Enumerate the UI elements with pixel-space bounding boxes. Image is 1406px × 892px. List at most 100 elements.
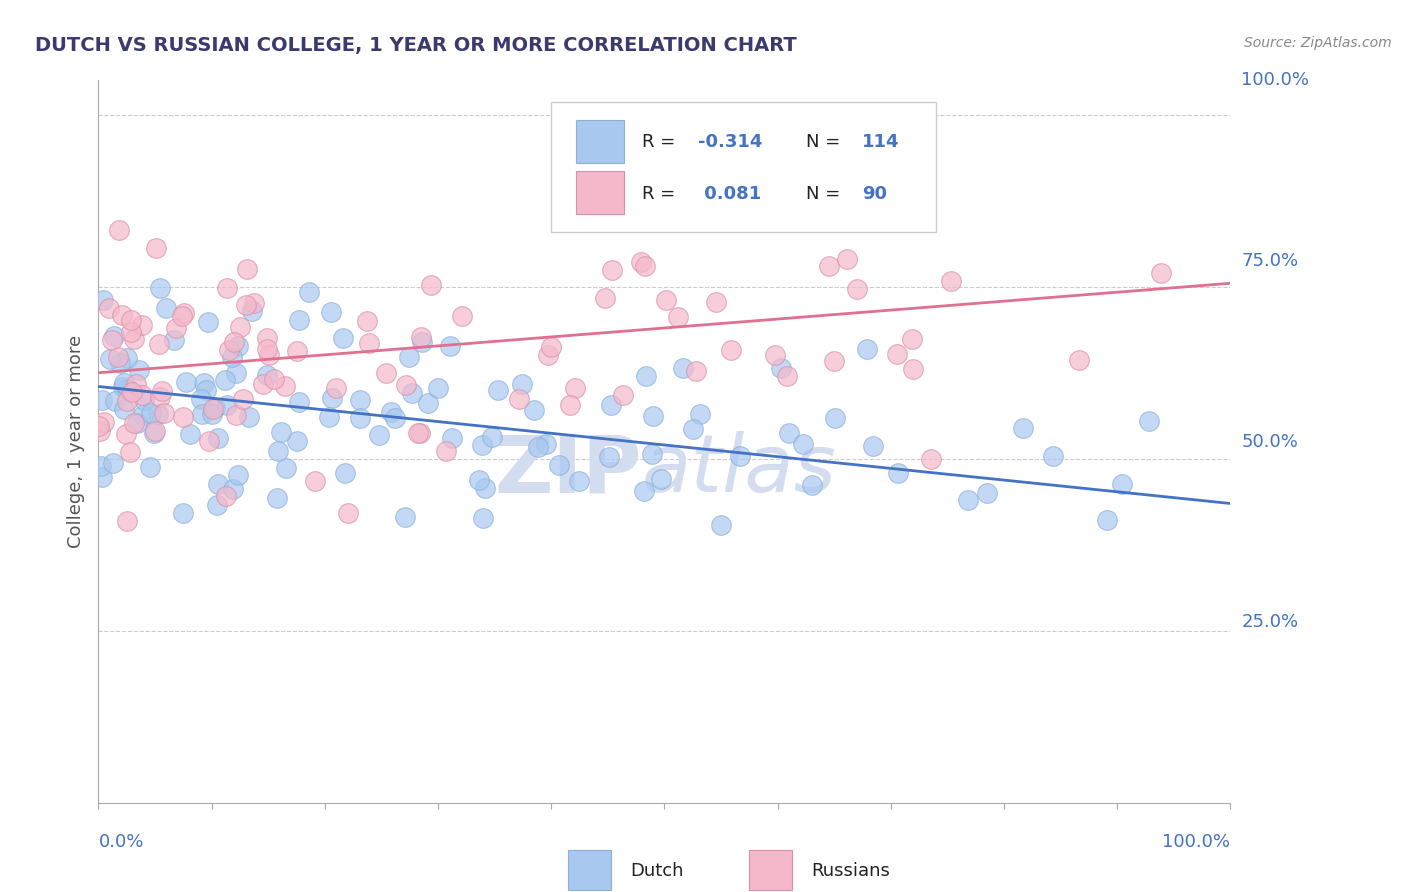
- Point: [111, 308, 134, 322]
- Point: [356, 313, 378, 327]
- Point: [419, 278, 441, 293]
- Text: -0.314: -0.314: [699, 133, 762, 151]
- Point: [91, 470, 114, 484]
- Point: [682, 421, 704, 435]
- Point: [232, 392, 254, 406]
- Point: [1150, 266, 1173, 280]
- Point: [728, 449, 751, 463]
- Point: [335, 466, 357, 480]
- Point: [225, 366, 247, 380]
- Point: [1067, 353, 1090, 368]
- Point: [90, 458, 112, 473]
- Point: [115, 383, 138, 397]
- Text: N =: N =: [806, 186, 846, 203]
- Point: [120, 326, 142, 340]
- Point: [222, 482, 245, 496]
- Point: [201, 407, 224, 421]
- Point: [139, 459, 162, 474]
- Point: [349, 393, 371, 408]
- Point: [411, 330, 433, 344]
- Point: [204, 401, 226, 415]
- Point: [769, 361, 792, 376]
- Point: [406, 425, 429, 440]
- Point: [887, 466, 910, 480]
- Point: [321, 305, 343, 319]
- Point: [150, 384, 173, 398]
- Point: [704, 295, 727, 310]
- Point: [846, 282, 869, 296]
- Point: [394, 509, 416, 524]
- Point: [612, 388, 634, 402]
- Point: [266, 491, 288, 505]
- Point: [901, 362, 924, 376]
- Point: [256, 368, 278, 382]
- Point: [526, 441, 548, 455]
- Point: [197, 315, 219, 329]
- Point: [274, 379, 297, 393]
- Point: [426, 381, 449, 395]
- Point: [920, 451, 942, 466]
- Point: [125, 377, 148, 392]
- Text: 100.0%: 100.0%: [1163, 833, 1230, 851]
- Point: [287, 344, 309, 359]
- Point: [634, 369, 657, 384]
- Point: [270, 425, 292, 440]
- Point: [274, 461, 297, 475]
- Point: [165, 321, 187, 335]
- Point: [112, 376, 135, 390]
- Point: [146, 407, 169, 421]
- Point: [257, 348, 280, 362]
- Point: [132, 392, 155, 407]
- Text: 114: 114: [862, 133, 900, 151]
- Point: [228, 338, 250, 352]
- Point: [416, 396, 439, 410]
- Point: [689, 407, 711, 421]
- Point: [564, 381, 586, 395]
- Point: [103, 456, 125, 470]
- Point: [215, 490, 238, 504]
- Point: [100, 352, 122, 367]
- Point: [655, 293, 678, 307]
- Text: 50.0%: 50.0%: [1241, 433, 1298, 450]
- Point: [108, 356, 131, 370]
- Point: [207, 431, 229, 445]
- Point: [243, 296, 266, 310]
- Point: [89, 425, 111, 439]
- Point: [252, 376, 274, 391]
- Point: [131, 388, 153, 402]
- Point: [886, 347, 908, 361]
- Y-axis label: College, 1 year or more: College, 1 year or more: [66, 335, 84, 548]
- Point: [207, 477, 229, 491]
- Point: [510, 377, 533, 392]
- Text: atlas: atlas: [641, 432, 837, 509]
- Point: [901, 332, 924, 346]
- Point: [93, 415, 115, 429]
- Point: [288, 394, 311, 409]
- Point: [256, 330, 278, 344]
- Point: [668, 310, 690, 325]
- Point: [337, 506, 360, 520]
- Point: [451, 310, 474, 324]
- Point: [285, 434, 308, 449]
- Point: [375, 367, 398, 381]
- Point: [201, 401, 224, 416]
- Point: [235, 298, 257, 312]
- Point: [172, 410, 194, 425]
- Point: [837, 252, 859, 267]
- Point: [380, 404, 402, 418]
- Text: 100.0%: 100.0%: [1241, 71, 1309, 89]
- Point: [222, 334, 245, 349]
- Point: [145, 241, 167, 255]
- Point: [792, 437, 814, 451]
- Point: [98, 301, 121, 316]
- Point: [170, 310, 193, 324]
- Point: [205, 498, 228, 512]
- Point: [194, 383, 217, 397]
- Point: [115, 351, 138, 366]
- Point: [540, 340, 562, 354]
- Point: [384, 410, 406, 425]
- Point: [238, 409, 260, 424]
- Point: [855, 343, 877, 357]
- FancyBboxPatch shape: [551, 102, 936, 232]
- Point: [650, 472, 672, 486]
